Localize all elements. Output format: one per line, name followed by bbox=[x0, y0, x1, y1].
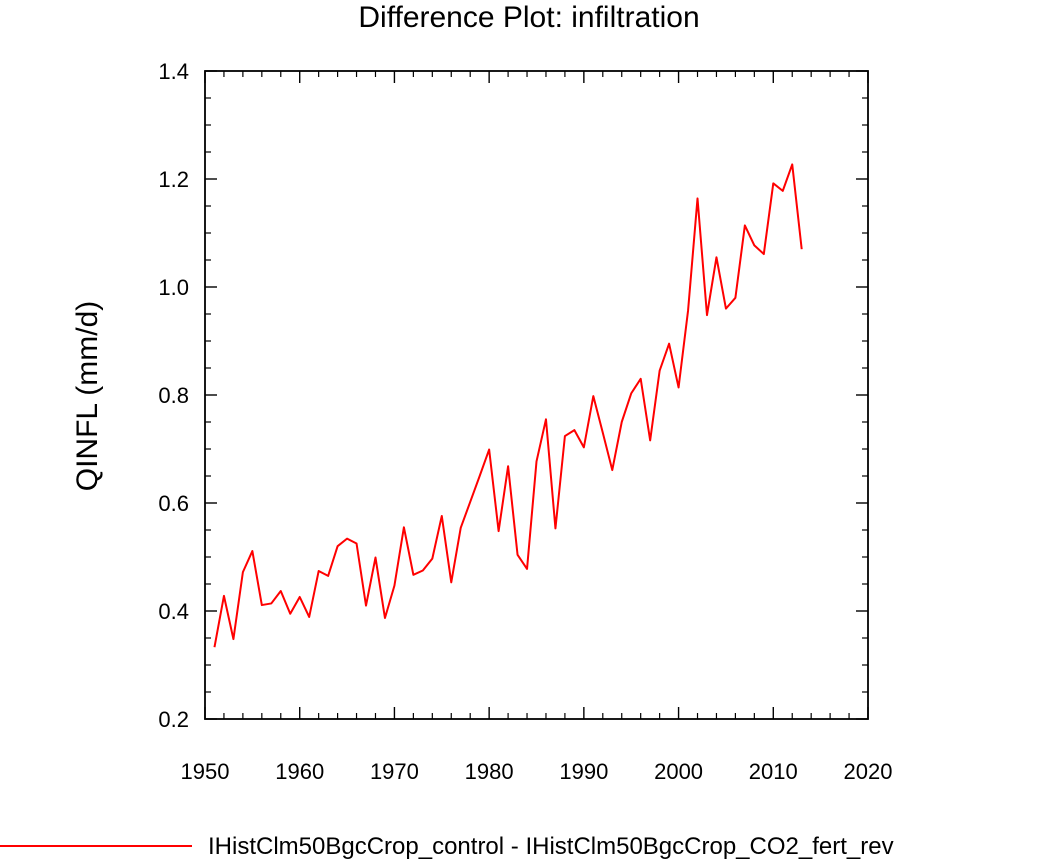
axis-ticks bbox=[204, 70, 869, 720]
tick-labels: 1950 1960 1970 1980 1990 2000 2010 2020 0.2 0.4 0.… bbox=[158, 59, 892, 784]
x-tick-label: 2020 bbox=[844, 759, 893, 784]
x-tick-label: 1990 bbox=[559, 759, 608, 784]
x-tick-label: 1980 bbox=[465, 759, 514, 784]
series-line-0 bbox=[213, 163, 803, 648]
y-tick-label: 0.8 bbox=[158, 383, 189, 408]
x-tick-label: 2000 bbox=[654, 759, 703, 784]
y-tick-label: 0.6 bbox=[158, 491, 189, 516]
y-axis-title: QINFL (mm/d) bbox=[71, 301, 104, 492]
y-tick-label: 1.2 bbox=[158, 167, 189, 192]
x-tick-label: 1960 bbox=[275, 759, 324, 784]
series-layer bbox=[213, 163, 803, 648]
y-tick-label: 1.4 bbox=[158, 59, 189, 84]
y-tick-label: 0.2 bbox=[158, 707, 189, 732]
y-tick-label: 0.4 bbox=[158, 599, 189, 624]
x-tick-label: 2010 bbox=[749, 759, 798, 784]
legend-label: IHistClm50BgcCrop_control - IHistClm50Bg… bbox=[208, 833, 894, 860]
chart-title: Difference Plot: infiltration bbox=[358, 1, 699, 34]
y-tick-label: 1.0 bbox=[158, 275, 189, 300]
x-tick-label: 1970 bbox=[370, 759, 419, 784]
x-tick-label: 1950 bbox=[181, 759, 230, 784]
plot-frame bbox=[204, 70, 869, 720]
